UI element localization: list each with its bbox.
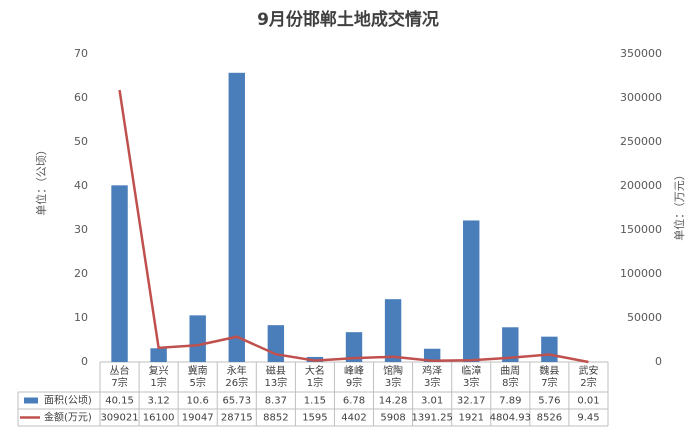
bar: [228, 72, 245, 363]
x-tick-label: 3宗: [463, 376, 479, 389]
bar: [345, 332, 363, 362]
x-tick-label: 26宗: [225, 376, 248, 389]
y2-tick-label: 350000: [620, 47, 662, 60]
y-tick-label: 10: [74, 311, 88, 324]
x-tick-label: 武安: [578, 364, 598, 377]
table-value: 4804.93: [490, 413, 531, 424]
y2-tick-label: 150000: [620, 223, 662, 236]
y2-tick-label: 200000: [620, 179, 662, 192]
x-tick-label: 7宗: [111, 376, 127, 389]
x-tick-label: 1宗: [307, 376, 323, 389]
table-value: 8526: [537, 413, 562, 424]
y2-tick-label: 100000: [620, 267, 662, 280]
table-value: 3.01: [421, 396, 443, 407]
legend-key: [24, 397, 38, 404]
table-value: 309021: [100, 413, 138, 424]
bar: [189, 315, 206, 362]
bar: [502, 327, 519, 362]
x-tick-label: 丛台: [110, 364, 130, 377]
y2-tick-label: 50000: [627, 311, 662, 324]
y-tick-label: 40: [74, 179, 88, 192]
table-value: 1595: [302, 413, 327, 424]
x-tick-label: 5宗: [190, 376, 206, 389]
x-tick-label: 馆陶: [383, 364, 403, 377]
table-value: 32.17: [457, 396, 486, 407]
x-tick-label: 9宗: [346, 376, 362, 389]
table-value: 14.28: [379, 396, 408, 407]
x-tick-label: 峰峰: [344, 365, 364, 377]
table-value: 65.73: [222, 396, 251, 407]
bar: [267, 325, 285, 362]
table-value: 9.45: [577, 413, 599, 424]
legend-label: 金额(万元): [44, 411, 92, 424]
table-value: 1921: [459, 413, 484, 424]
x-tick-label: 冀南: [188, 364, 208, 377]
table-value: 5.76: [538, 396, 560, 407]
y-tick-label: 60: [74, 91, 88, 104]
y-axis-title: 单位：（公顷）: [34, 144, 48, 216]
x-tick-label: 8宗: [502, 376, 518, 389]
y-tick-label: 30: [74, 223, 88, 236]
table-value: 3.12: [147, 396, 169, 407]
y2-tick-label: 300000: [620, 91, 662, 104]
bar: [541, 336, 558, 362]
y-tick-label: 20: [74, 267, 88, 280]
y2-axis-title: 单位：（万元）: [672, 169, 686, 241]
y-tick-label: 70: [74, 47, 88, 60]
bar: [150, 348, 167, 362]
x-tick-label: 临漳: [461, 364, 481, 377]
x-tick-label: 永年: [227, 364, 247, 377]
table-value: 19047: [182, 413, 214, 424]
table-value: 10.6: [187, 396, 209, 407]
table-value: 1391.25: [411, 413, 452, 424]
y2-tick-label: 0: [655, 355, 662, 368]
line: [118, 89, 589, 364]
table-value: 5908: [380, 413, 405, 424]
x-tick-label: 7宗: [541, 376, 557, 389]
x-tick-label: 鸡泽: [422, 364, 442, 377]
legend-label: 面积(公顷): [44, 395, 92, 407]
x-tick-label: 2宗: [580, 376, 596, 389]
y-tick-label: 0: [81, 355, 88, 368]
table-value: 40.15: [105, 396, 134, 407]
x-tick-label: 1宗: [150, 376, 166, 389]
table-value: 28715: [221, 413, 253, 424]
table-value: 16100: [143, 413, 175, 424]
bar: [384, 299, 402, 362]
x-tick-label: 魏县: [539, 364, 559, 377]
x-tick-label: 大名: [305, 364, 325, 377]
x-tick-label: 13宗: [264, 376, 287, 389]
x-tick-label: 复兴: [149, 364, 169, 377]
table-value: 7.89: [499, 396, 521, 407]
x-tick-label: 曲周: [500, 365, 520, 377]
chart-title: 9月份邯郸土地成交情况: [257, 9, 439, 30]
y2-tick-label: 250000: [620, 135, 662, 148]
y-tick-label: 50: [74, 135, 88, 148]
bar: [463, 220, 480, 362]
table-value: 4402: [341, 413, 366, 424]
table-value: 8.37: [265, 396, 287, 407]
bar: [423, 348, 441, 362]
table-value: 0.01: [577, 396, 599, 407]
x-tick-label: 3宗: [385, 376, 401, 389]
x-tick-label: 磁县: [266, 364, 286, 377]
x-tick-label: 3宗: [424, 376, 440, 389]
table-value: 1.15: [304, 396, 326, 407]
table-value: 8852: [263, 413, 288, 424]
bar: [111, 185, 128, 362]
table-value: 6.78: [343, 396, 365, 407]
